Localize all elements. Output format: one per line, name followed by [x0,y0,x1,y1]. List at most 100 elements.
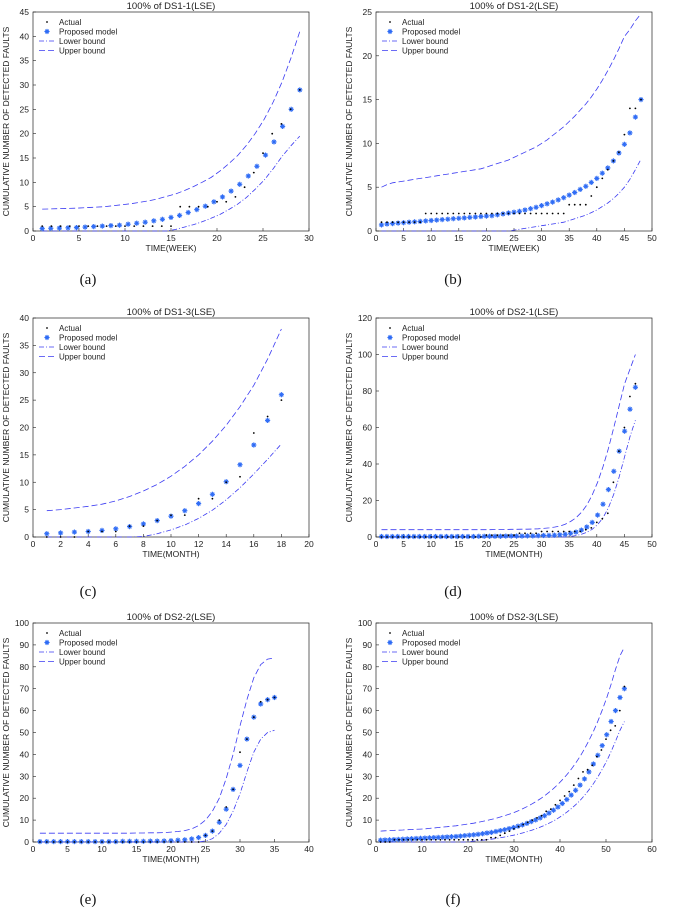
proposed-point [573,787,579,793]
proposed-point [228,188,234,194]
actual-point [529,532,532,535]
actual-point [243,186,246,189]
actual-point [80,841,83,843]
actual-point [87,841,90,843]
actual-point [430,212,433,215]
actual-point [562,530,565,533]
proposed-point [627,130,633,136]
x-tick-label: 18 [277,539,287,549]
actual-point [579,203,582,206]
actual-point [114,530,117,533]
proposed-point [194,207,200,213]
chart-panel-d: 100% of DS2-1(LSE) 0 5 10 15 20 25 30 35 40 45 50 0 2… [343,306,685,611]
x-tick-label: 25 [258,233,268,243]
actual-point [280,123,283,125]
y-tick-label: 30 [20,771,30,781]
actual-point [225,200,228,203]
actual-point [629,107,631,110]
actual-point [101,841,103,843]
actual-point [52,841,55,843]
actual-point [183,514,186,516]
proposed-point [386,837,393,843]
actual-point [609,729,612,732]
x-tick-label: 5 [77,233,82,243]
proposed-point [559,800,565,807]
actual-point [424,212,427,215]
x-tick-label: 0 [31,539,36,549]
actual-point [419,536,422,538]
actual-point [197,497,200,500]
proposed-point [202,203,208,209]
actual-point [402,221,405,224]
proposed-point [389,221,396,227]
actual-point [435,212,438,215]
x-tick-label: 15 [454,233,464,243]
actual-point [507,534,510,537]
proposed-point [216,819,222,825]
proposed-point [113,526,119,532]
proposed-point [497,533,503,539]
actual-point [468,212,471,215]
x-tick-label: 20 [166,844,176,854]
proposed-point [456,215,462,221]
actual-point [614,725,617,727]
actual-point [502,212,504,215]
proposed-point [475,831,481,837]
proposed-point [185,209,191,216]
x-axis-label: TIME(WEEK) [489,243,540,253]
actual-point [225,806,228,808]
series-upper-bound [39,657,275,834]
actual-point [211,497,214,500]
proposed-point [161,838,167,844]
proposed-point [467,214,473,220]
proposed-point [457,833,464,839]
actual-point [503,832,506,835]
proposed-point [550,199,556,205]
chart-panel-e: 100% of DS2-2(LSE) 0 5 10 15 20 25 30 35 40 0 10 20 3… [0,611,342,916]
actual-point [634,107,637,110]
proposed-point [168,513,174,519]
actual-point [535,212,537,215]
actual-point [183,841,186,843]
legend-swatch-proposed [387,334,393,341]
y-axis-label: CUMULATIVE NUMBER OF DETECTED FAULTS [344,26,354,216]
y-tick-label: 80 [363,662,373,672]
actual-point [408,221,410,224]
x-tick-label: 8 [141,539,146,549]
actual-point [413,536,416,538]
x-tick-label: 16 [249,539,259,549]
proposed-point [245,173,251,179]
actual-point [142,525,145,527]
actual-point [600,749,603,751]
chart-title: 100% of DS1-3(LSE) [127,307,216,318]
actual-point [526,821,529,824]
legend-swatch-proposed [44,28,50,35]
chart-panel-a: 100% of DS1-1(LSE) 0 5 10 15 20 25 30 0 5 10 15 20 25… [0,0,342,305]
actual-point [467,838,469,841]
x-tick-label: 0 [31,844,36,854]
proposed-point [377,837,384,843]
actual-point [524,212,526,215]
y-tick-label: 30 [20,368,30,378]
actual-point [379,841,382,843]
actual-point [66,841,69,843]
y-tick-label: 10 [363,815,373,825]
y-tick-label: 70 [20,684,30,694]
actual-point [577,777,580,780]
actual-point [586,768,589,771]
legend-label: Actual [402,18,424,27]
y-tick-label: 20 [20,793,30,803]
proposed-point [99,223,105,229]
y-tick-label: 0 [367,226,372,236]
y-tick-label: 70 [363,684,373,694]
y-tick-label: 25 [363,7,373,17]
proposed-point [416,533,422,540]
proposed-point [493,828,499,835]
proposed-point [426,835,433,841]
proposed-point [182,837,188,843]
actual-point [563,795,566,797]
y-tick-label: 25 [20,104,30,114]
proposed-point [519,533,525,539]
actual-point [446,536,449,538]
actual-point [402,838,405,841]
